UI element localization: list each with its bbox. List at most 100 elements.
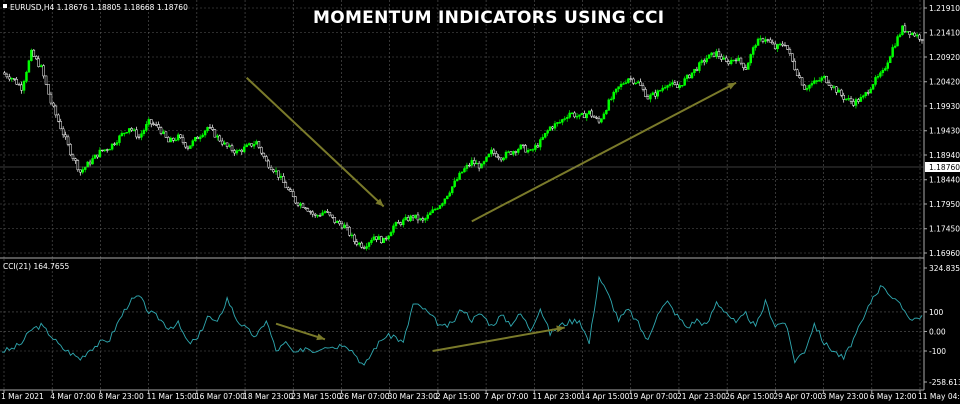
candle: [536, 142, 540, 148]
candle: [154, 121, 158, 127]
candle-body: [142, 130, 146, 134]
candle: [541, 134, 544, 141]
candle-body: [896, 36, 899, 47]
candle: [355, 238, 359, 247]
candle: [847, 95, 850, 102]
candle-body: [610, 98, 613, 101]
candle-body: [857, 99, 860, 102]
candle-body: [470, 160, 474, 166]
candle-body: [377, 236, 381, 240]
candle: [842, 92, 845, 103]
candle-body: [426, 214, 429, 219]
arrow-head: [316, 333, 325, 341]
candle: [137, 133, 141, 140]
candle-body: [705, 58, 708, 63]
candle-body: [10, 78, 14, 80]
candle: [360, 241, 363, 249]
candle: [414, 214, 417, 219]
candle: [416, 212, 420, 224]
candle: [365, 243, 368, 251]
candle-body: [820, 77, 823, 81]
time-axis-labels: 1 Mar 2021 4 Mar 07:00 8 Mar 23:00 11 Mar 1…: [1, 390, 960, 401]
candle: [387, 235, 390, 241]
candle-body: [257, 141, 261, 148]
candle: [646, 94, 650, 100]
candle-body: [225, 142, 229, 147]
candle: [612, 90, 615, 103]
cci-tick-label: -100: [929, 347, 946, 356]
candle-body: [893, 45, 897, 48]
candle: [296, 202, 300, 208]
candle: [556, 121, 559, 127]
candle-body: [543, 132, 547, 138]
candle-body: [169, 137, 173, 143]
candle-body: [260, 147, 263, 154]
candle-body: [739, 57, 743, 64]
candle-body: [602, 113, 606, 120]
candle-body: [514, 151, 518, 153]
candle-body: [282, 176, 285, 183]
candle: [820, 75, 823, 83]
candle-body: [250, 143, 253, 147]
candle-body: [66, 136, 70, 145]
candle-body: [888, 56, 892, 64]
candle: [242, 143, 246, 154]
candle-body: [313, 213, 317, 216]
price-axis-labels: 1.21910 1.21410 1.20920 1.20420 1.19930 1.194…: [924, 4, 960, 258]
candle: [827, 79, 831, 86]
candle: [830, 84, 833, 91]
candle: [69, 143, 72, 157]
candle-body: [585, 113, 589, 119]
candle-body: [32, 49, 36, 57]
candle-body: [83, 166, 87, 170]
candle-body: [901, 25, 904, 35]
candle-body: [441, 203, 444, 206]
candle: [722, 54, 726, 60]
candle: [668, 81, 672, 88]
candle: [754, 43, 757, 51]
candle-body: [759, 38, 762, 40]
current-price-label: 1.18760: [929, 163, 960, 172]
candle-body: [304, 207, 307, 209]
candle-body: [622, 83, 625, 85]
candle: [74, 157, 77, 164]
candle-body: [101, 149, 104, 152]
candle: [235, 148, 239, 155]
candle: [906, 31, 909, 33]
candle-body: [529, 149, 532, 151]
candle: [91, 155, 94, 165]
candle-body: [79, 169, 82, 173]
candle-body: [103, 149, 107, 152]
candle-body: [328, 211, 332, 216]
candle: [44, 75, 48, 86]
candle: [10, 77, 14, 82]
candle: [328, 211, 332, 217]
candle-body: [840, 89, 843, 96]
candle-body: [287, 187, 290, 190]
candle: [370, 237, 373, 245]
candle-body: [130, 128, 133, 131]
candle: [619, 81, 623, 90]
candle-body: [17, 84, 21, 86]
candle-body: [646, 96, 650, 100]
candle-body: [595, 117, 598, 119]
candle: [157, 121, 160, 131]
candle-body: [323, 211, 327, 214]
candle-body: [392, 225, 395, 233]
candle: [426, 211, 429, 222]
time-tick-label: 3 May 23:00: [822, 392, 869, 401]
candle-body: [42, 65, 45, 77]
candle: [152, 121, 155, 126]
candle-body: [150, 119, 153, 125]
candle-body: [546, 130, 549, 134]
candle: [162, 129, 165, 135]
candle-body: [448, 192, 452, 197]
candle-body: [318, 215, 322, 217]
candle: [585, 112, 589, 122]
time-tick-label: 4 Mar 07:00: [50, 392, 96, 401]
candle: [250, 143, 253, 148]
candle-body: [228, 145, 231, 147]
candle: [707, 54, 711, 59]
candle-body: [39, 65, 43, 67]
